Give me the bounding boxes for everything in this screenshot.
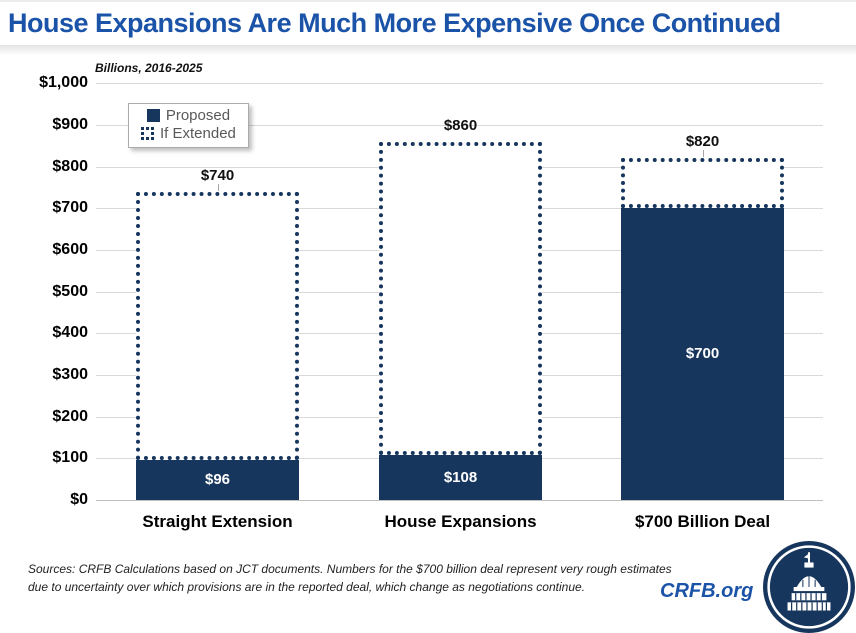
extended-value-label: $860 — [443, 116, 478, 134]
x-axis-line — [96, 500, 823, 501]
y-tick-label: $1,000 — [39, 74, 88, 92]
proposed-bar — [621, 208, 784, 500]
proposed-value-label: $108 — [443, 468, 478, 486]
legend-item-if-extended: If Extended — [141, 125, 236, 142]
y-tick-label: $900 — [52, 116, 88, 134]
chart-legend: Proposed If Extended — [128, 103, 249, 148]
title-bar-shadow — [0, 43, 856, 55]
y-tick-label: $800 — [52, 157, 88, 175]
legend-label: Proposed — [165, 107, 231, 124]
chart-title: House Expansions Are Much More Expensive… — [8, 8, 781, 38]
legend-label: If Extended — [160, 125, 236, 142]
y-tick-label: $500 — [52, 282, 88, 300]
y-tick-label: $100 — [52, 449, 88, 467]
y-tick-label: $200 — [52, 407, 88, 425]
sources-line-2: due to uncertainty over which provisions… — [28, 579, 586, 594]
proposed-swatch-icon — [146, 109, 160, 122]
proposed-bar — [136, 460, 299, 500]
label-leader-line — [702, 150, 704, 158]
legend-item-proposed: Proposed — [146, 107, 231, 124]
extended-value-label: $820 — [685, 133, 720, 151]
category-label: Straight Extension — [142, 512, 293, 531]
extended-bar — [379, 141, 542, 455]
proposed-bar — [379, 455, 542, 500]
title-bar: House Expansions Are Much More Expensive… — [0, 0, 856, 45]
crfb-capitol-logo-icon — [763, 541, 855, 633]
extended-bar — [621, 158, 784, 209]
proposed-value-label: $700 — [685, 345, 720, 363]
sources-line-1: Sources: CRFB Calculations based on JCT … — [28, 562, 672, 576]
gridline — [96, 83, 823, 85]
label-leader-line — [217, 183, 219, 191]
chart-subtitle: Billions, 2016-2025 — [95, 61, 203, 75]
y-tick-label: $0 — [70, 491, 88, 508]
sources-note: Sources: CRFB Calculations based on JCT … — [28, 561, 672, 596]
y-tick-label: $400 — [52, 324, 88, 342]
y-tick-label: $600 — [52, 241, 88, 259]
proposed-value-label: $96 — [204, 471, 231, 488]
extended-bar — [136, 191, 299, 460]
gridline — [96, 125, 823, 127]
category-label: House Expansions — [384, 512, 537, 531]
if-extended-swatch-icon — [141, 127, 154, 140]
crfb-org-link[interactable]: CRFB.org — [660, 580, 754, 602]
extended-value-label: $740 — [200, 166, 235, 184]
category-label: $700 Billion Deal — [634, 512, 771, 531]
y-tick-label: $700 — [52, 199, 88, 217]
y-tick-label: $300 — [52, 366, 88, 384]
